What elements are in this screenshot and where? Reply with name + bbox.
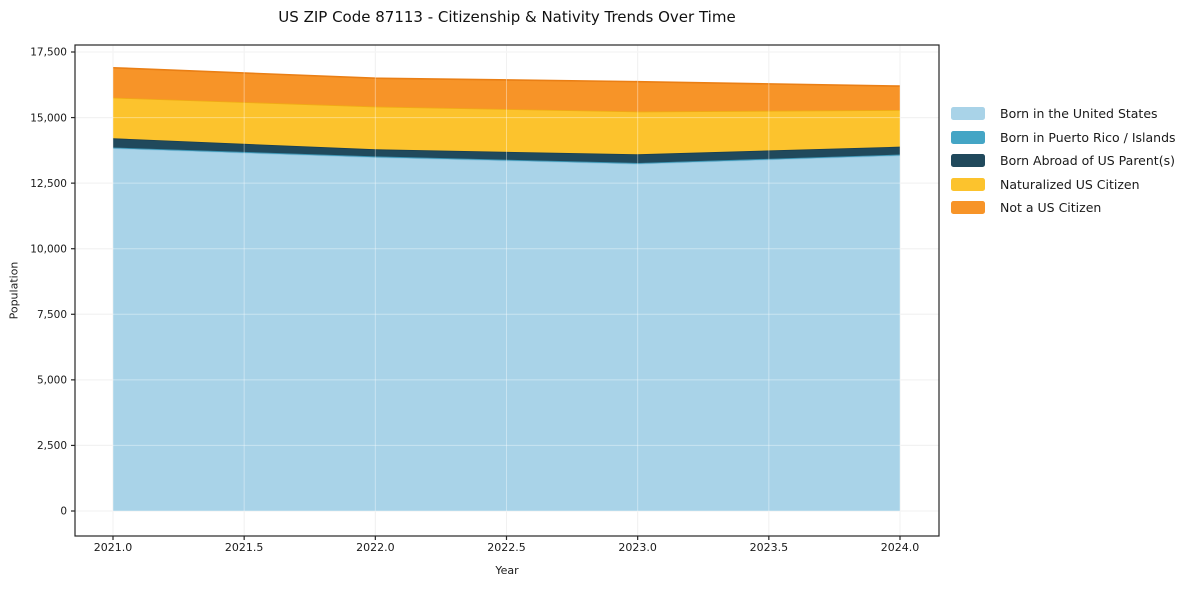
legend-label: Born Abroad of US Parent(s) bbox=[1000, 153, 1175, 169]
y-tick-label: 10,000 bbox=[30, 243, 67, 255]
legend-swatch bbox=[951, 107, 985, 121]
legend-label: Not a US Citizen bbox=[1000, 200, 1102, 216]
y-tick-label: 15,000 bbox=[30, 112, 67, 124]
x-tick-label: 2023.5 bbox=[750, 541, 789, 554]
legend-label: Born in Puerto Rico / Islands bbox=[1000, 129, 1176, 145]
legend-item: Not a US Citizen bbox=[951, 196, 1176, 220]
legend-swatch bbox=[951, 130, 985, 144]
x-tick-label: 2023.0 bbox=[618, 541, 657, 554]
area-edge-line bbox=[112, 66, 901, 87]
y-tick-label: 17,500 bbox=[30, 47, 67, 59]
y-tick-label: 0 bbox=[60, 506, 67, 518]
legend-item: Born in the United States bbox=[951, 102, 1176, 126]
legend-swatch bbox=[951, 201, 985, 215]
y-tick-label: 12,500 bbox=[30, 178, 67, 190]
legend-swatch bbox=[951, 177, 985, 191]
x-axis-label: Year bbox=[495, 564, 519, 577]
legend-swatch bbox=[951, 154, 985, 168]
x-tick-label: 2021.5 bbox=[225, 541, 264, 554]
legend-label: Naturalized US Citizen bbox=[1000, 176, 1140, 192]
x-tick-label: 2024.0 bbox=[881, 541, 920, 554]
area-band bbox=[113, 148, 900, 511]
chart-title: US ZIP Code 87113 - Citizenship & Nativi… bbox=[278, 8, 736, 26]
legend-item: Born in Puerto Rico / Islands bbox=[951, 126, 1176, 150]
legend-item: Born Abroad of US Parent(s) bbox=[951, 149, 1176, 173]
legend: Born in the United States Born in Puerto … bbox=[951, 102, 1176, 220]
y-tick-label: 5,000 bbox=[37, 375, 67, 387]
area-band bbox=[113, 67, 900, 112]
legend-item: Naturalized US Citizen bbox=[951, 173, 1176, 197]
y-axis-label: Population bbox=[7, 261, 21, 320]
x-tick-label: 2021.0 bbox=[94, 541, 133, 554]
x-tick-label: 2022.0 bbox=[356, 541, 395, 554]
x-tick-label: 2022.5 bbox=[487, 541, 526, 554]
legend-label: Born in the United States bbox=[1000, 106, 1158, 122]
y-tick-label: 2,500 bbox=[37, 440, 67, 452]
y-tick-label: 7,500 bbox=[37, 309, 67, 321]
area-band bbox=[113, 138, 900, 163]
